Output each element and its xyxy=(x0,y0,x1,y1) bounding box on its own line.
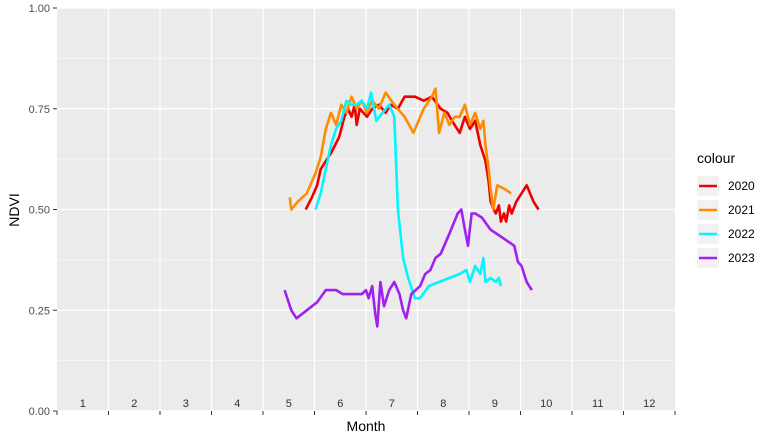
y-tick-label: 0.25 xyxy=(29,305,50,317)
legend-label-2023: 2023 xyxy=(728,251,755,265)
x-tick-label: 8 xyxy=(440,398,446,410)
series-line-2022 xyxy=(314,91,503,300)
legend-label-2022: 2022 xyxy=(728,227,755,241)
x-axis-label: Month xyxy=(347,418,386,434)
series-line-2021 xyxy=(288,87,512,211)
x-tick-label: 1 xyxy=(80,398,86,410)
series-line-2023 xyxy=(283,208,533,328)
y-axis-ticks: 0.00 0.25 0.50 0.75 1.00 xyxy=(29,3,57,418)
y-tick-label: 0.00 xyxy=(29,406,50,418)
x-tick-label: 9 xyxy=(492,398,498,410)
legend-label-2021: 2021 xyxy=(728,203,755,217)
series-layer xyxy=(283,87,540,328)
x-axis-ticks: 1 2 3 4 5 6 7 8 9 10 11 12 xyxy=(56,398,676,415)
x-tick-label: 10 xyxy=(540,398,552,410)
x-tick-label: 5 xyxy=(286,398,292,410)
x-tick-label: 7 xyxy=(389,398,395,410)
legend: colour 2020 2021 2022 2023 xyxy=(697,150,755,268)
y-tick-label: 0.50 xyxy=(29,205,50,217)
legend-title: colour xyxy=(697,150,735,166)
x-tick-label: 12 xyxy=(643,398,655,410)
x-tick-label: 6 xyxy=(337,398,343,410)
y-tick-label: 1.00 xyxy=(29,3,50,15)
x-tick-label: 11 xyxy=(592,398,603,410)
y-axis-label: NDVI xyxy=(6,193,22,226)
legend-label-2020: 2020 xyxy=(728,179,755,193)
grid-major xyxy=(57,7,675,412)
x-tick-label: 4 xyxy=(234,398,240,410)
x-tick-label: 2 xyxy=(131,398,137,410)
y-tick-label: 0.75 xyxy=(29,104,50,116)
x-tick-label: 3 xyxy=(183,398,189,410)
